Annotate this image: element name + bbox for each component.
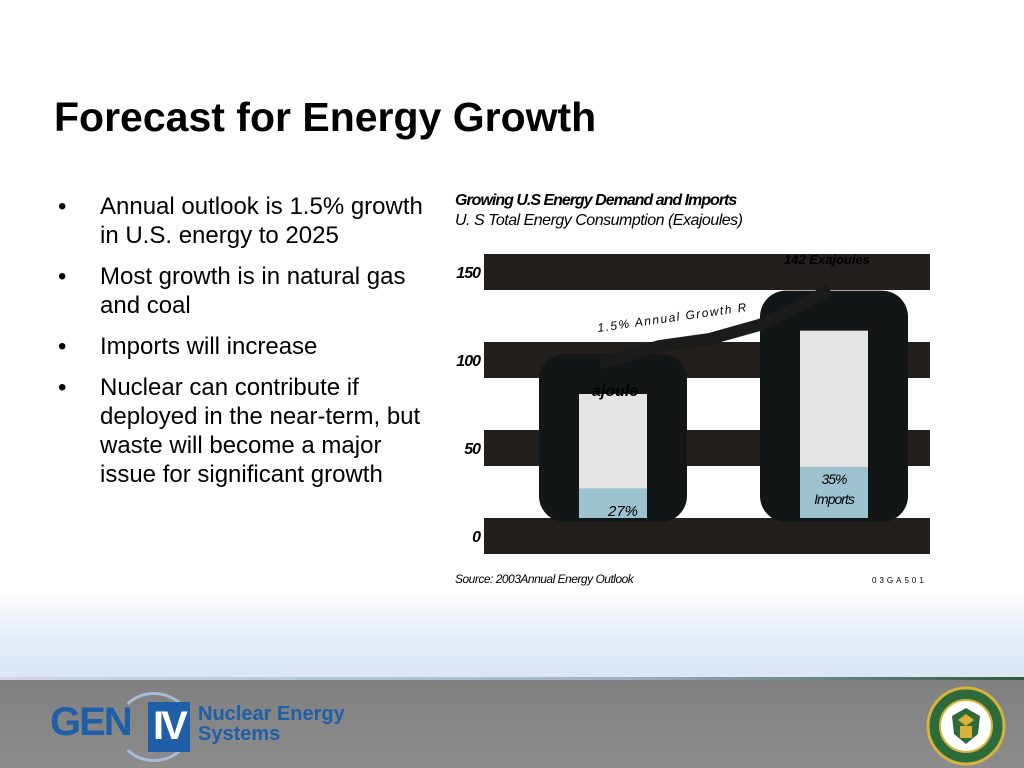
bullet-text: Most growth is in natural gas and coal	[100, 263, 406, 319]
bar-total-segment	[800, 330, 868, 468]
bar-imports-segment	[800, 467, 868, 518]
y-tick-label: 0	[472, 529, 481, 546]
bar-total-segment	[579, 394, 647, 489]
grid-band	[484, 518, 930, 554]
logo-line-2: Systems	[198, 723, 281, 745]
bullet-dot: •	[58, 263, 67, 290]
bullet-item: • Annual outlook is 1.5% growth in U.S. e…	[58, 192, 438, 250]
bar2-total-label: 142 Exajoules	[784, 252, 870, 267]
gen-iv-logo: GEN IV Nuclear Energy Systems	[50, 692, 350, 762]
bullet-text: Annual outlook is 1.5% growth in U.S. en…	[100, 193, 423, 249]
growth-trend-line	[598, 284, 833, 370]
bullet-text: Imports will increase	[100, 333, 318, 360]
logo-iv-text: IV	[153, 704, 188, 748]
chart-title: Growing U.S Energy Demand and Imports	[455, 192, 737, 209]
y-tick-label: 150	[456, 265, 481, 282]
bar2-imports-word: Imports	[814, 491, 855, 507]
bullet-item: • Most growth is in natural gas and coal	[58, 262, 438, 320]
bar1-imports-label: 27%	[607, 503, 638, 520]
logo-subtitle: Nuclear Energy Systems	[198, 704, 345, 744]
bar2-imports-pct: 35%	[821, 471, 847, 487]
footer-divider	[0, 677, 1024, 680]
logo-iv-block: IV	[148, 702, 190, 752]
y-tick-label: 50	[464, 441, 481, 458]
bullet-list: • Annual outlook is 1.5% growth in U.S. e…	[58, 192, 438, 501]
chart-source: Source: 2003Annual Energy Outlook	[455, 572, 634, 586]
bullet-item: • Imports will increase	[58, 332, 438, 361]
y-tick-label: 100	[456, 353, 481, 370]
logo-gen-text: GEN	[50, 700, 133, 744]
bullet-text: Nuclear can contribute if deployed in th…	[100, 374, 421, 488]
bar1-total-label: ajoule	[592, 383, 638, 400]
logo-line-1: Nuclear Energy	[198, 703, 345, 725]
bullet-dot: •	[58, 193, 67, 220]
chart-subtitle: U. S Total Energy Consumption (Exajoules…	[455, 212, 743, 229]
slide-title: Forecast for Energy Growth	[54, 94, 597, 140]
bullet-dot: •	[58, 333, 67, 360]
grid-band	[484, 254, 930, 290]
chart-code: 03GA501	[872, 576, 927, 585]
logo-ring-icon	[116, 692, 192, 762]
doe-seal-icon	[926, 686, 1006, 766]
bar-imports-segment	[579, 488, 647, 518]
bullet-dot: •	[58, 374, 67, 401]
bullet-item: • Nuclear can contribute if deployed in t…	[58, 373, 438, 489]
